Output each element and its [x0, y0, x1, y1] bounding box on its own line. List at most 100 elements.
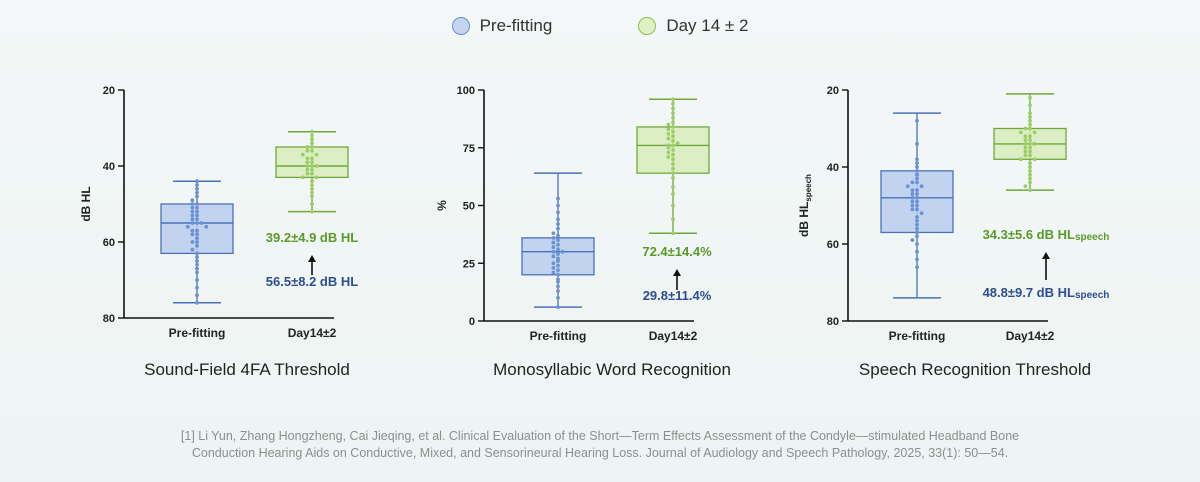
data-point: [310, 141, 314, 146]
data-point: [310, 183, 314, 187]
data-point: [915, 234, 919, 239]
data-point: [556, 296, 560, 300]
data-point: [671, 152, 675, 157]
data-point: [905, 184, 910, 189]
chart-0: 20 40 60 80 dB HL Pre-fitting Day14±2 39.2±4.9 …: [79, 85, 358, 340]
stat-annotation: 29.8±11.4%: [643, 288, 712, 303]
data-point: [910, 238, 915, 243]
data-point: [671, 115, 675, 120]
arrow-up-icon: [1042, 252, 1050, 259]
data-point: [1028, 172, 1032, 177]
x-tick-label: Day14±2: [1006, 329, 1055, 343]
data-point: [190, 217, 195, 222]
data-point: [556, 289, 560, 293]
data-point: [310, 133, 314, 138]
data-point: [195, 183, 199, 187]
data-point: [195, 270, 199, 275]
data-point: [671, 111, 675, 115]
data-point: [305, 171, 310, 176]
data-point: [195, 213, 199, 218]
data-point: [1023, 126, 1028, 131]
data-point: [1028, 165, 1032, 169]
data-point: [195, 285, 199, 290]
data-point: [1023, 153, 1028, 158]
data-point: [556, 247, 560, 252]
data-point: [305, 156, 310, 161]
y-axis-label: %: [435, 200, 449, 211]
data-point: [915, 118, 919, 123]
data-point: [671, 192, 675, 196]
data-point: [1028, 188, 1032, 193]
data-point: [1018, 157, 1023, 162]
data-point: [1028, 176, 1032, 181]
y-tick-label: 80: [827, 316, 839, 328]
data-point: [551, 240, 556, 245]
data-point: [915, 215, 919, 219]
data-point: [556, 196, 560, 201]
data-point: [556, 263, 560, 268]
data-point: [556, 252, 560, 256]
data-point: [1023, 134, 1028, 139]
data-point: [314, 152, 319, 157]
data-point: [556, 217, 560, 222]
data-point: [1028, 118, 1032, 123]
data-point: [310, 179, 314, 184]
data-point: [551, 270, 556, 275]
stat-annotation: 39.2±4.9 dB HL: [266, 230, 358, 245]
data-point: [915, 249, 919, 254]
data-point: [666, 143, 671, 148]
data-point: [305, 148, 310, 153]
data-point: [915, 203, 919, 208]
data-point: [190, 247, 195, 252]
y-tick-label: 20: [827, 85, 839, 97]
data-point: [556, 226, 560, 231]
data-point: [551, 261, 556, 266]
data-point: [915, 257, 919, 262]
data-point: [671, 175, 675, 180]
data-point: [556, 210, 560, 215]
stat-annotation: 48.8±9.7 dB HLspeech: [983, 285, 1110, 301]
data-point: [310, 148, 314, 153]
data-point: [910, 207, 915, 212]
legend-label-day14: Day 14 ± 2: [666, 16, 749, 35]
x-tick-label: Day14±2: [288, 326, 337, 340]
data-point: [556, 277, 560, 282]
y-tick-label: 25: [463, 258, 475, 270]
data-point: [195, 217, 199, 222]
data-point: [314, 164, 319, 168]
data-point: [195, 293, 199, 298]
data-point: [671, 101, 675, 106]
data-point: [310, 209, 314, 214]
data-point: [1028, 145, 1032, 150]
data-point: [1023, 149, 1028, 154]
data-point: [915, 165, 919, 169]
data-point: [305, 160, 310, 165]
data-point: [671, 185, 675, 189]
data-point: [1028, 142, 1032, 146]
data-point: [310, 137, 314, 142]
data-point: [1028, 111, 1032, 115]
data-point: [190, 213, 195, 218]
y-tick-label: 80: [103, 313, 115, 325]
data-point: [919, 184, 924, 189]
data-point: [195, 186, 199, 191]
data-point: [671, 148, 675, 152]
data-point: [195, 251, 199, 256]
y-tick-label: 0: [469, 316, 475, 328]
data-point: [556, 305, 560, 310]
data-point: [915, 168, 919, 173]
y-tick-label: 50: [463, 201, 475, 213]
data-point: [671, 134, 675, 139]
data-point: [666, 131, 671, 136]
data-point: [310, 145, 314, 149]
stat-annotation: 72.4±14.4%: [642, 244, 712, 259]
data-point: [671, 97, 675, 102]
reference-line-2: Conduction Hearing Aids on Conductive, M…: [191, 446, 1009, 460]
data-point: [915, 161, 919, 166]
data-point: [910, 195, 915, 200]
data-point: [671, 162, 675, 166]
y-axis-label: dB HL: [79, 186, 93, 221]
data-point: [305, 164, 310, 168]
stat-annotation-subscript: speech: [1075, 232, 1109, 243]
